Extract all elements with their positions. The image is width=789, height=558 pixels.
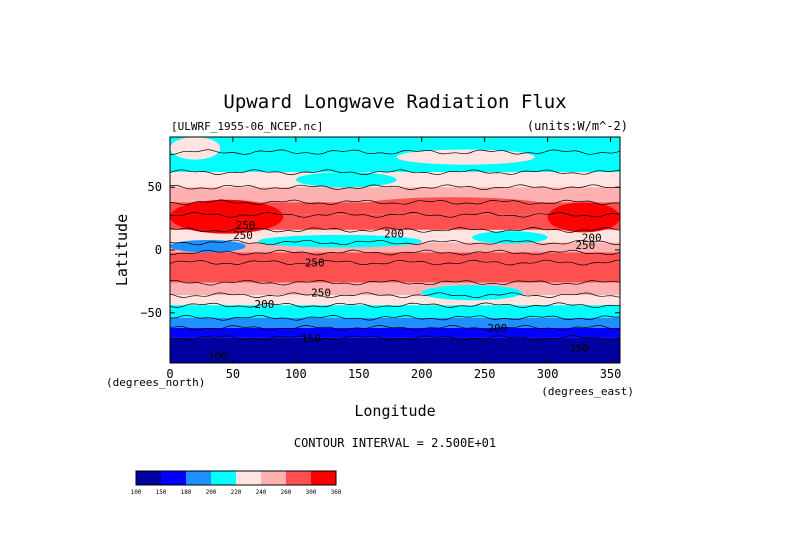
- contour-line: [169, 249, 621, 256]
- zonal-band: [170, 327, 620, 338]
- x-tick-label: 200: [411, 367, 433, 381]
- regional-patch: [258, 234, 422, 248]
- contour-label: 200: [582, 231, 602, 244]
- regional-patch: [358, 197, 548, 215]
- colorbar-swatch: [186, 471, 211, 485]
- contour-line: [169, 259, 621, 266]
- x-unit-label: (degrees_east): [541, 385, 634, 398]
- x-axis-title: Longitude: [354, 402, 435, 420]
- zonal-band: [170, 305, 620, 318]
- units-label: (units:W/m^-2): [527, 119, 628, 133]
- contour-line: [170, 149, 621, 155]
- contour-label: 150: [301, 332, 321, 345]
- colorbar-tick-label: 260: [281, 489, 292, 496]
- x-tick-label: 350: [600, 367, 622, 381]
- contour-label: 250: [305, 257, 325, 270]
- contour-line: [169, 184, 621, 191]
- zonal-band: [170, 252, 620, 263]
- contour-label: 250: [236, 219, 256, 232]
- colorbar-tick-label: 100: [131, 489, 142, 496]
- colorbar-tick-label: 180: [181, 489, 192, 496]
- contour-line: [169, 169, 621, 175]
- regional-patch: [547, 202, 621, 233]
- contour-line: [169, 199, 621, 206]
- colorbar-frame: [135, 470, 337, 486]
- zonal-band: [170, 337, 620, 363]
- y-tick-label: 0: [155, 243, 162, 257]
- x-tick-label: 150: [348, 367, 370, 381]
- contour-label: 200: [254, 298, 274, 311]
- contour-label: 200: [384, 228, 404, 241]
- regional-patch: [170, 137, 221, 160]
- y-unit-label: (degrees_north): [106, 376, 205, 389]
- colorbar-swatch: [286, 471, 311, 485]
- contour-line: [169, 212, 621, 218]
- contour-line: [169, 279, 621, 286]
- colorbar-tick-label: 200: [206, 489, 217, 496]
- zonal-band: [170, 137, 620, 153]
- zonal-band: [170, 262, 620, 283]
- zonal-band: [170, 152, 620, 173]
- contour-interval: CONTOUR INTERVAL = 2.500E+01: [294, 436, 496, 450]
- y-axis: 50 0 −50: [140, 180, 620, 320]
- contour-line: [169, 302, 621, 309]
- regional-patch: [421, 285, 523, 301]
- x-axis: 0 50 100 150 200 250 300 350: [166, 137, 621, 381]
- contour-lines: [169, 149, 621, 341]
- x-tick-label: 300: [537, 367, 559, 381]
- zonal-band: [170, 187, 620, 203]
- zonal-band: [170, 295, 620, 306]
- x-tick-label: 250: [474, 367, 496, 381]
- contour-label: 250: [233, 229, 253, 242]
- colorbar-tick-label: 150: [156, 489, 167, 496]
- regional-patch: [396, 149, 536, 165]
- colorbar-tick-label: 240: [256, 489, 267, 496]
- x-tick-label: 100: [285, 367, 307, 381]
- contour-label: 250: [575, 239, 595, 252]
- contour-line: [170, 314, 621, 321]
- contour-line: [169, 292, 621, 299]
- colorbar-swatch: [136, 471, 161, 485]
- contour-line: [169, 239, 621, 246]
- x-tick-label: 0: [166, 367, 173, 381]
- y-tick-label: −50: [140, 306, 162, 320]
- contour-label: 150: [569, 342, 589, 355]
- x-tick-label: 50: [226, 367, 240, 381]
- colorbar-swatch: [236, 471, 261, 485]
- regional-patch: [472, 231, 548, 244]
- plot-area: [170, 137, 621, 363]
- contour-line: [169, 335, 621, 341]
- file-label: [ULWRF_1955-06_NCEP.nc]: [171, 120, 323, 133]
- zonal-band: [170, 317, 620, 328]
- contour-line: [169, 227, 621, 233]
- colorbar-swatch: [311, 471, 336, 485]
- colorbar-swatch: [161, 471, 186, 485]
- y-tick-label: 50: [148, 180, 162, 194]
- colorbar-swatch: [211, 471, 236, 485]
- contour-label: 100: [208, 349, 228, 362]
- chart-title: Upward Longwave Radiation Flux: [223, 91, 566, 113]
- colorbar-tick-label: 220: [231, 489, 242, 496]
- zonal-band: [170, 242, 620, 253]
- contour-label: 250: [311, 287, 331, 300]
- colorbar-tick-label: 300: [306, 489, 317, 496]
- y-axis-title: Latitude: [113, 214, 131, 286]
- regional-patch: [295, 172, 397, 188]
- colorbar-swatch: [261, 471, 286, 485]
- contour-line: [170, 325, 621, 331]
- colorbar: 100 150 180 200 220 240 260 300 360: [131, 470, 342, 496]
- contour-label: 200: [487, 322, 507, 335]
- colorbar-tick-label: 360: [331, 489, 342, 496]
